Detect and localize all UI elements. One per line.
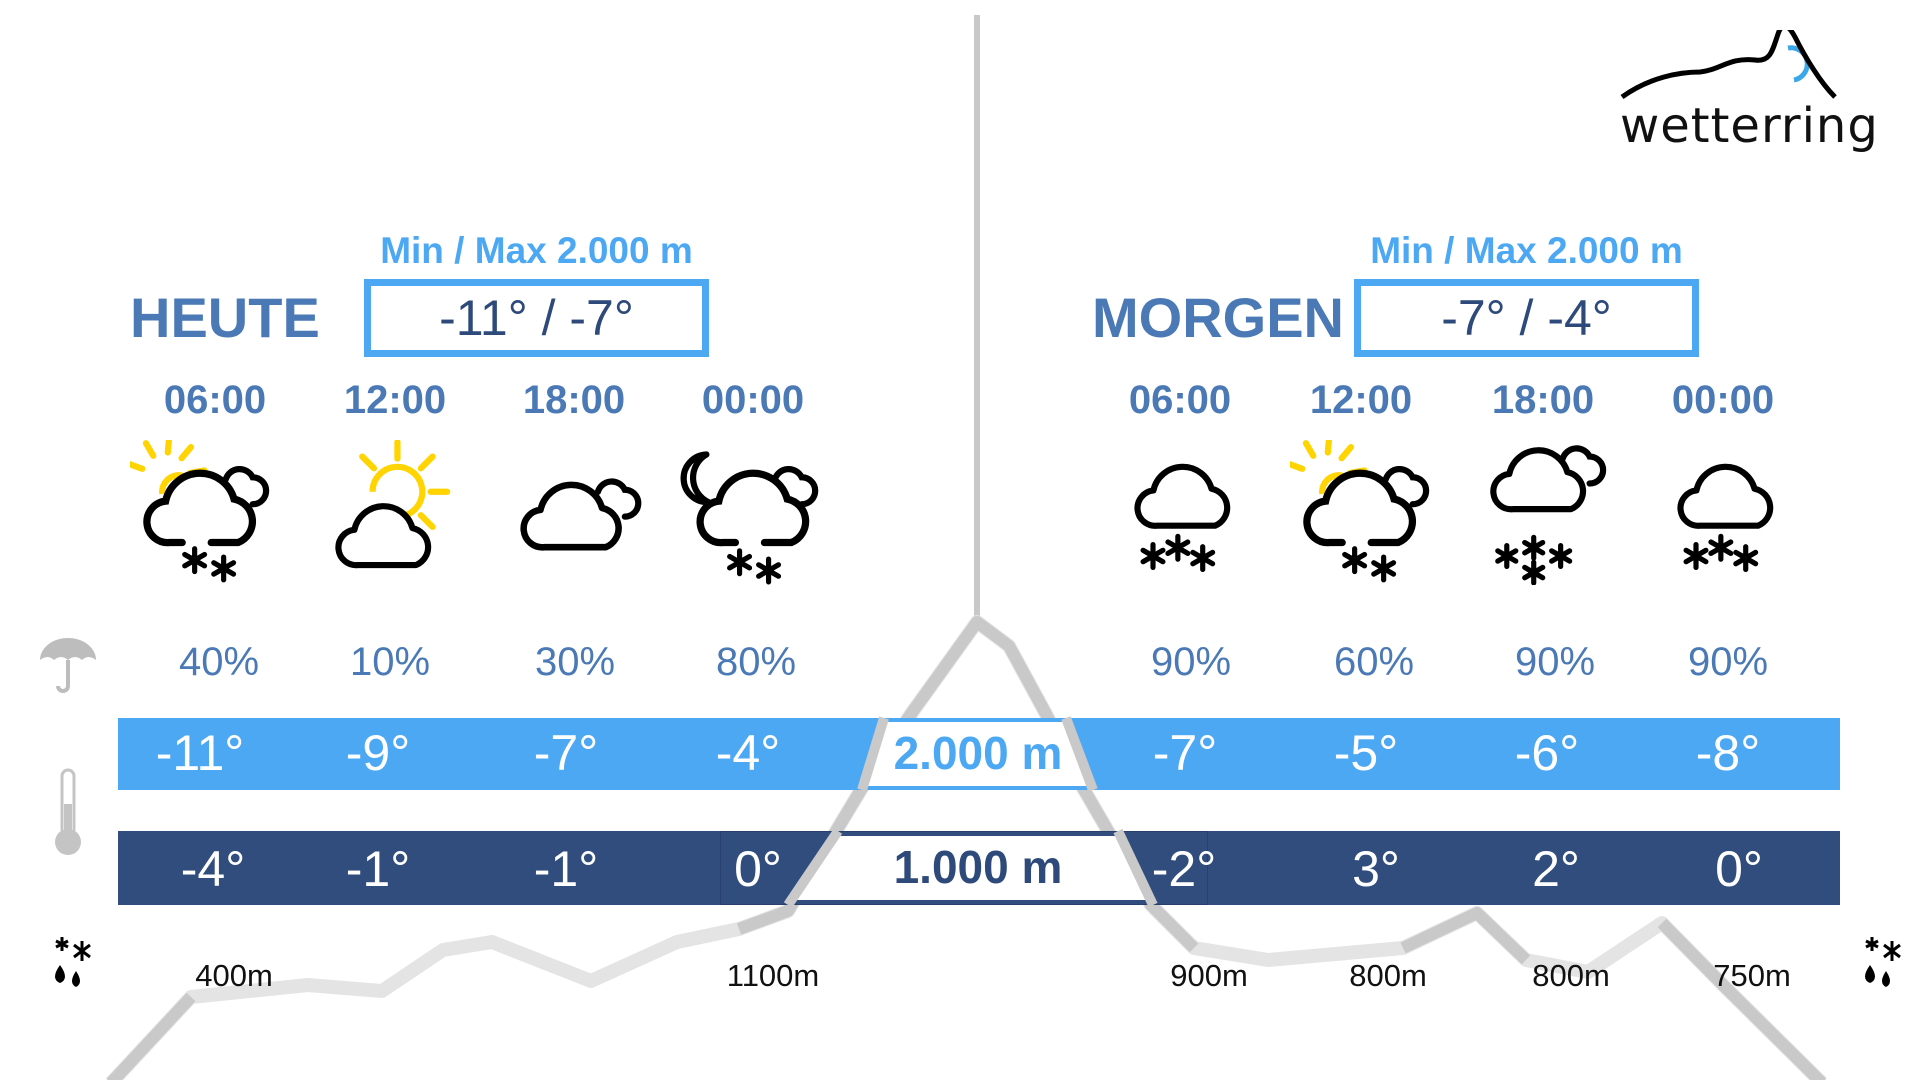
sun-cloud-icon xyxy=(310,438,460,585)
slot-time: 00:00 xyxy=(1671,378,1775,422)
tomorrow-minmax-label: Min / Max 2.000 m xyxy=(1370,230,1683,271)
precip-probability: 80% xyxy=(715,640,797,684)
cloudy-icon xyxy=(497,440,647,585)
tomorrow-label: MORGEN xyxy=(1092,286,1344,349)
snow-rain-icon xyxy=(55,937,91,987)
precip-probability: 90% xyxy=(1514,640,1596,684)
temp-2000m: -7° xyxy=(1152,725,1218,781)
precip-probability: 90% xyxy=(1687,640,1769,684)
slot-time: 06:00 xyxy=(1128,378,1232,422)
cloud-snow-icon xyxy=(1107,440,1257,585)
slot-time: 12:00 xyxy=(1309,378,1413,422)
tomorrow-minmax-value: -7° / -4° xyxy=(1354,279,1699,357)
cloud-snow-icon xyxy=(1650,440,1800,585)
temp-2000m: -11° xyxy=(155,725,245,781)
temp-2000m: -6° xyxy=(1514,725,1580,781)
temp-1000m: -4° xyxy=(180,841,246,897)
temp-2000m: -4° xyxy=(715,725,781,781)
band-1000m-highlight xyxy=(720,831,1208,905)
altitude-1000-label: 1.000 m xyxy=(893,841,1063,893)
today-minmax-value: -11° / -7° xyxy=(364,279,709,357)
slot-time: 06:00 xyxy=(163,378,267,422)
temp-1000m: -1° xyxy=(533,841,599,897)
wetterring-logo: wetterring xyxy=(1620,30,1878,160)
precip-probability: 90% xyxy=(1150,640,1232,684)
precip-probability: 10% xyxy=(349,640,431,684)
snowline-altitude: 1100m xyxy=(726,958,820,993)
precip-probability: 40% xyxy=(178,640,260,684)
temp-1000m: 0° xyxy=(734,841,782,897)
temp-1000m: 0° xyxy=(1715,841,1763,897)
altitude-1000-marker xyxy=(788,836,1153,900)
thermometer-icon xyxy=(55,768,81,855)
snowline-altitude: 750m xyxy=(1713,958,1791,993)
today-label: HEUTE xyxy=(130,286,320,349)
temp-1000m: 3° xyxy=(1352,841,1400,897)
sun-cloud-snow-icon xyxy=(125,434,280,585)
temp-2000m: -9° xyxy=(345,725,411,781)
precip-probability: 30% xyxy=(534,640,616,684)
today-minmax-label: Min / Max 2.000 m xyxy=(380,230,693,271)
slot-time: 18:00 xyxy=(1491,378,1595,422)
temp-2000m: -5° xyxy=(1333,725,1399,781)
precip-probability: 60% xyxy=(1333,640,1415,684)
moon-cloud-snow-icon xyxy=(677,440,827,585)
temp-2000m: -8° xyxy=(1695,725,1761,781)
snowline-altitude: 900m xyxy=(1170,958,1248,993)
temp-1000m: -2° xyxy=(1151,841,1217,897)
slot-time: 18:00 xyxy=(522,378,626,422)
temp-1000m: 2° xyxy=(1532,841,1580,897)
snow-rain-icon-right xyxy=(1865,937,1901,987)
snowline-altitude: 400m xyxy=(195,958,273,993)
cloud-heavy-snow-icon xyxy=(1467,440,1617,586)
umbrella-icon xyxy=(40,638,96,693)
temp-1000m: -1° xyxy=(345,841,411,897)
altitude-2000-label: 2.000 m xyxy=(893,727,1063,779)
logo-text: wetterring xyxy=(1620,98,1879,154)
snowline-altitude: 800m xyxy=(1349,958,1427,993)
slot-time: 12:00 xyxy=(343,378,447,422)
temp-2000m: -7° xyxy=(533,725,599,781)
sun-cloud-snow-icon xyxy=(1285,434,1440,585)
snowline-altitude: 800m xyxy=(1532,958,1610,993)
slot-time: 00:00 xyxy=(701,378,805,422)
altitude-2000-marker xyxy=(862,722,1093,786)
